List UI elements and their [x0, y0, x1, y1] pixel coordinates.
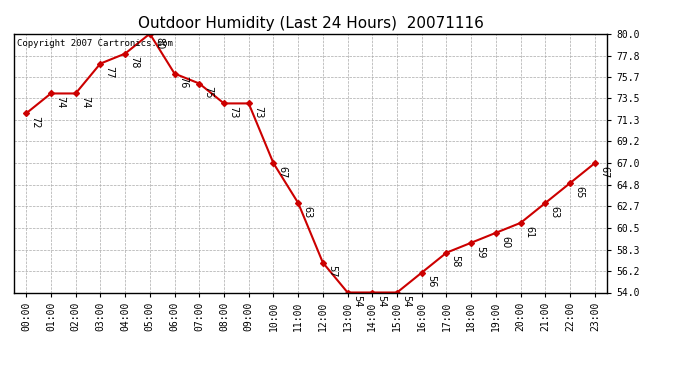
Text: 80: 80	[154, 36, 164, 49]
Text: 67: 67	[599, 166, 609, 178]
Text: 78: 78	[129, 56, 139, 69]
Text: 54: 54	[352, 295, 362, 307]
Text: 74: 74	[80, 96, 90, 109]
Text: 73: 73	[253, 106, 263, 118]
Text: 72: 72	[30, 116, 40, 129]
Text: 54: 54	[377, 295, 386, 307]
Text: 65: 65	[574, 186, 584, 198]
Text: 67: 67	[277, 166, 288, 178]
Text: 73: 73	[228, 106, 238, 118]
Text: 63: 63	[549, 206, 560, 218]
Text: 61: 61	[525, 226, 535, 238]
Text: 57: 57	[327, 266, 337, 278]
Text: 58: 58	[451, 255, 461, 268]
Title: Outdoor Humidity (Last 24 Hours)  20071116: Outdoor Humidity (Last 24 Hours) 2007111…	[137, 16, 484, 31]
Text: 63: 63	[302, 206, 313, 218]
Text: Copyright 2007 Cartronics.com: Copyright 2007 Cartronics.com	[17, 39, 172, 48]
Text: 76: 76	[179, 76, 188, 89]
Text: 77: 77	[104, 66, 115, 79]
Text: 56: 56	[426, 275, 436, 288]
Text: 54: 54	[401, 295, 411, 307]
Text: 75: 75	[204, 86, 213, 99]
Text: 60: 60	[500, 236, 510, 248]
Text: 59: 59	[475, 246, 485, 258]
Text: 74: 74	[55, 96, 65, 109]
